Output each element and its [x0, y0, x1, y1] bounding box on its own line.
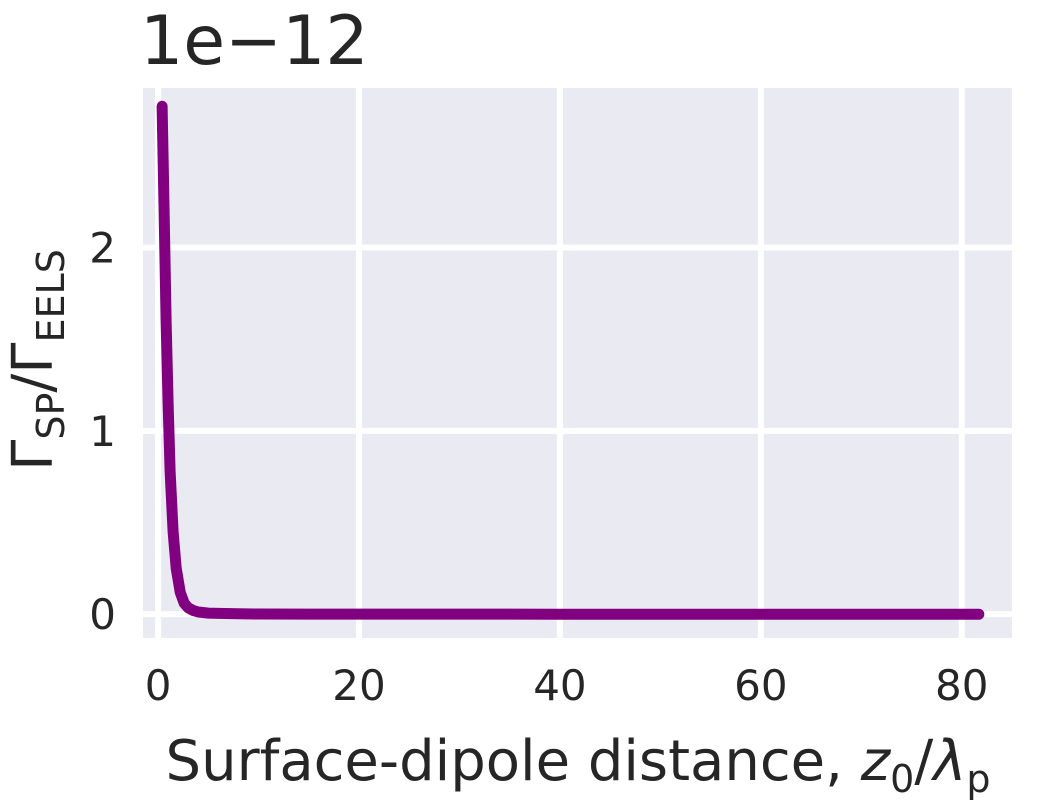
x-tick-label: 80: [935, 661, 988, 710]
x-axis-label-main: Surface-dipole distance,: [166, 729, 861, 794]
y-tick-label: 0: [89, 590, 116, 639]
x-tick-label: 20: [332, 661, 385, 710]
x-axis-label-var1: z: [860, 729, 892, 794]
x-axis-label-sub1: 0: [890, 757, 914, 801]
x-axis-label: Surface-dipole distance, z0/λp: [166, 729, 991, 801]
y-tick-label: 1: [89, 407, 116, 456]
y-axis-label-sub2: EELS: [29, 249, 73, 342]
x-axis-label-sub2: p: [966, 757, 990, 801]
x-tick-label: 40: [533, 661, 586, 710]
y-axis-label-g1: Γ: [1, 440, 66, 471]
x-axis-label-slash: /: [914, 729, 933, 794]
offset-text: 1e−12: [140, 2, 369, 81]
x-axis-label-var2: λ: [930, 729, 966, 794]
x-tick-label: 0: [145, 661, 172, 710]
series-group: [156, 100, 985, 620]
series-line: [156, 100, 985, 620]
y-axis-label: ΓSP/ΓEELS: [1, 249, 73, 471]
y-axis-label-g2: Γ: [1, 342, 66, 373]
tick-labels: 0 20 40 60 80 0 1 2: [89, 224, 988, 711]
x-tick-label: 60: [734, 661, 787, 710]
y-axis-label-sub1: SP: [29, 393, 73, 440]
y-axis-label-slash: /: [1, 374, 66, 393]
y-tick-label: 2: [89, 224, 116, 273]
plot-area: [143, 88, 1012, 638]
